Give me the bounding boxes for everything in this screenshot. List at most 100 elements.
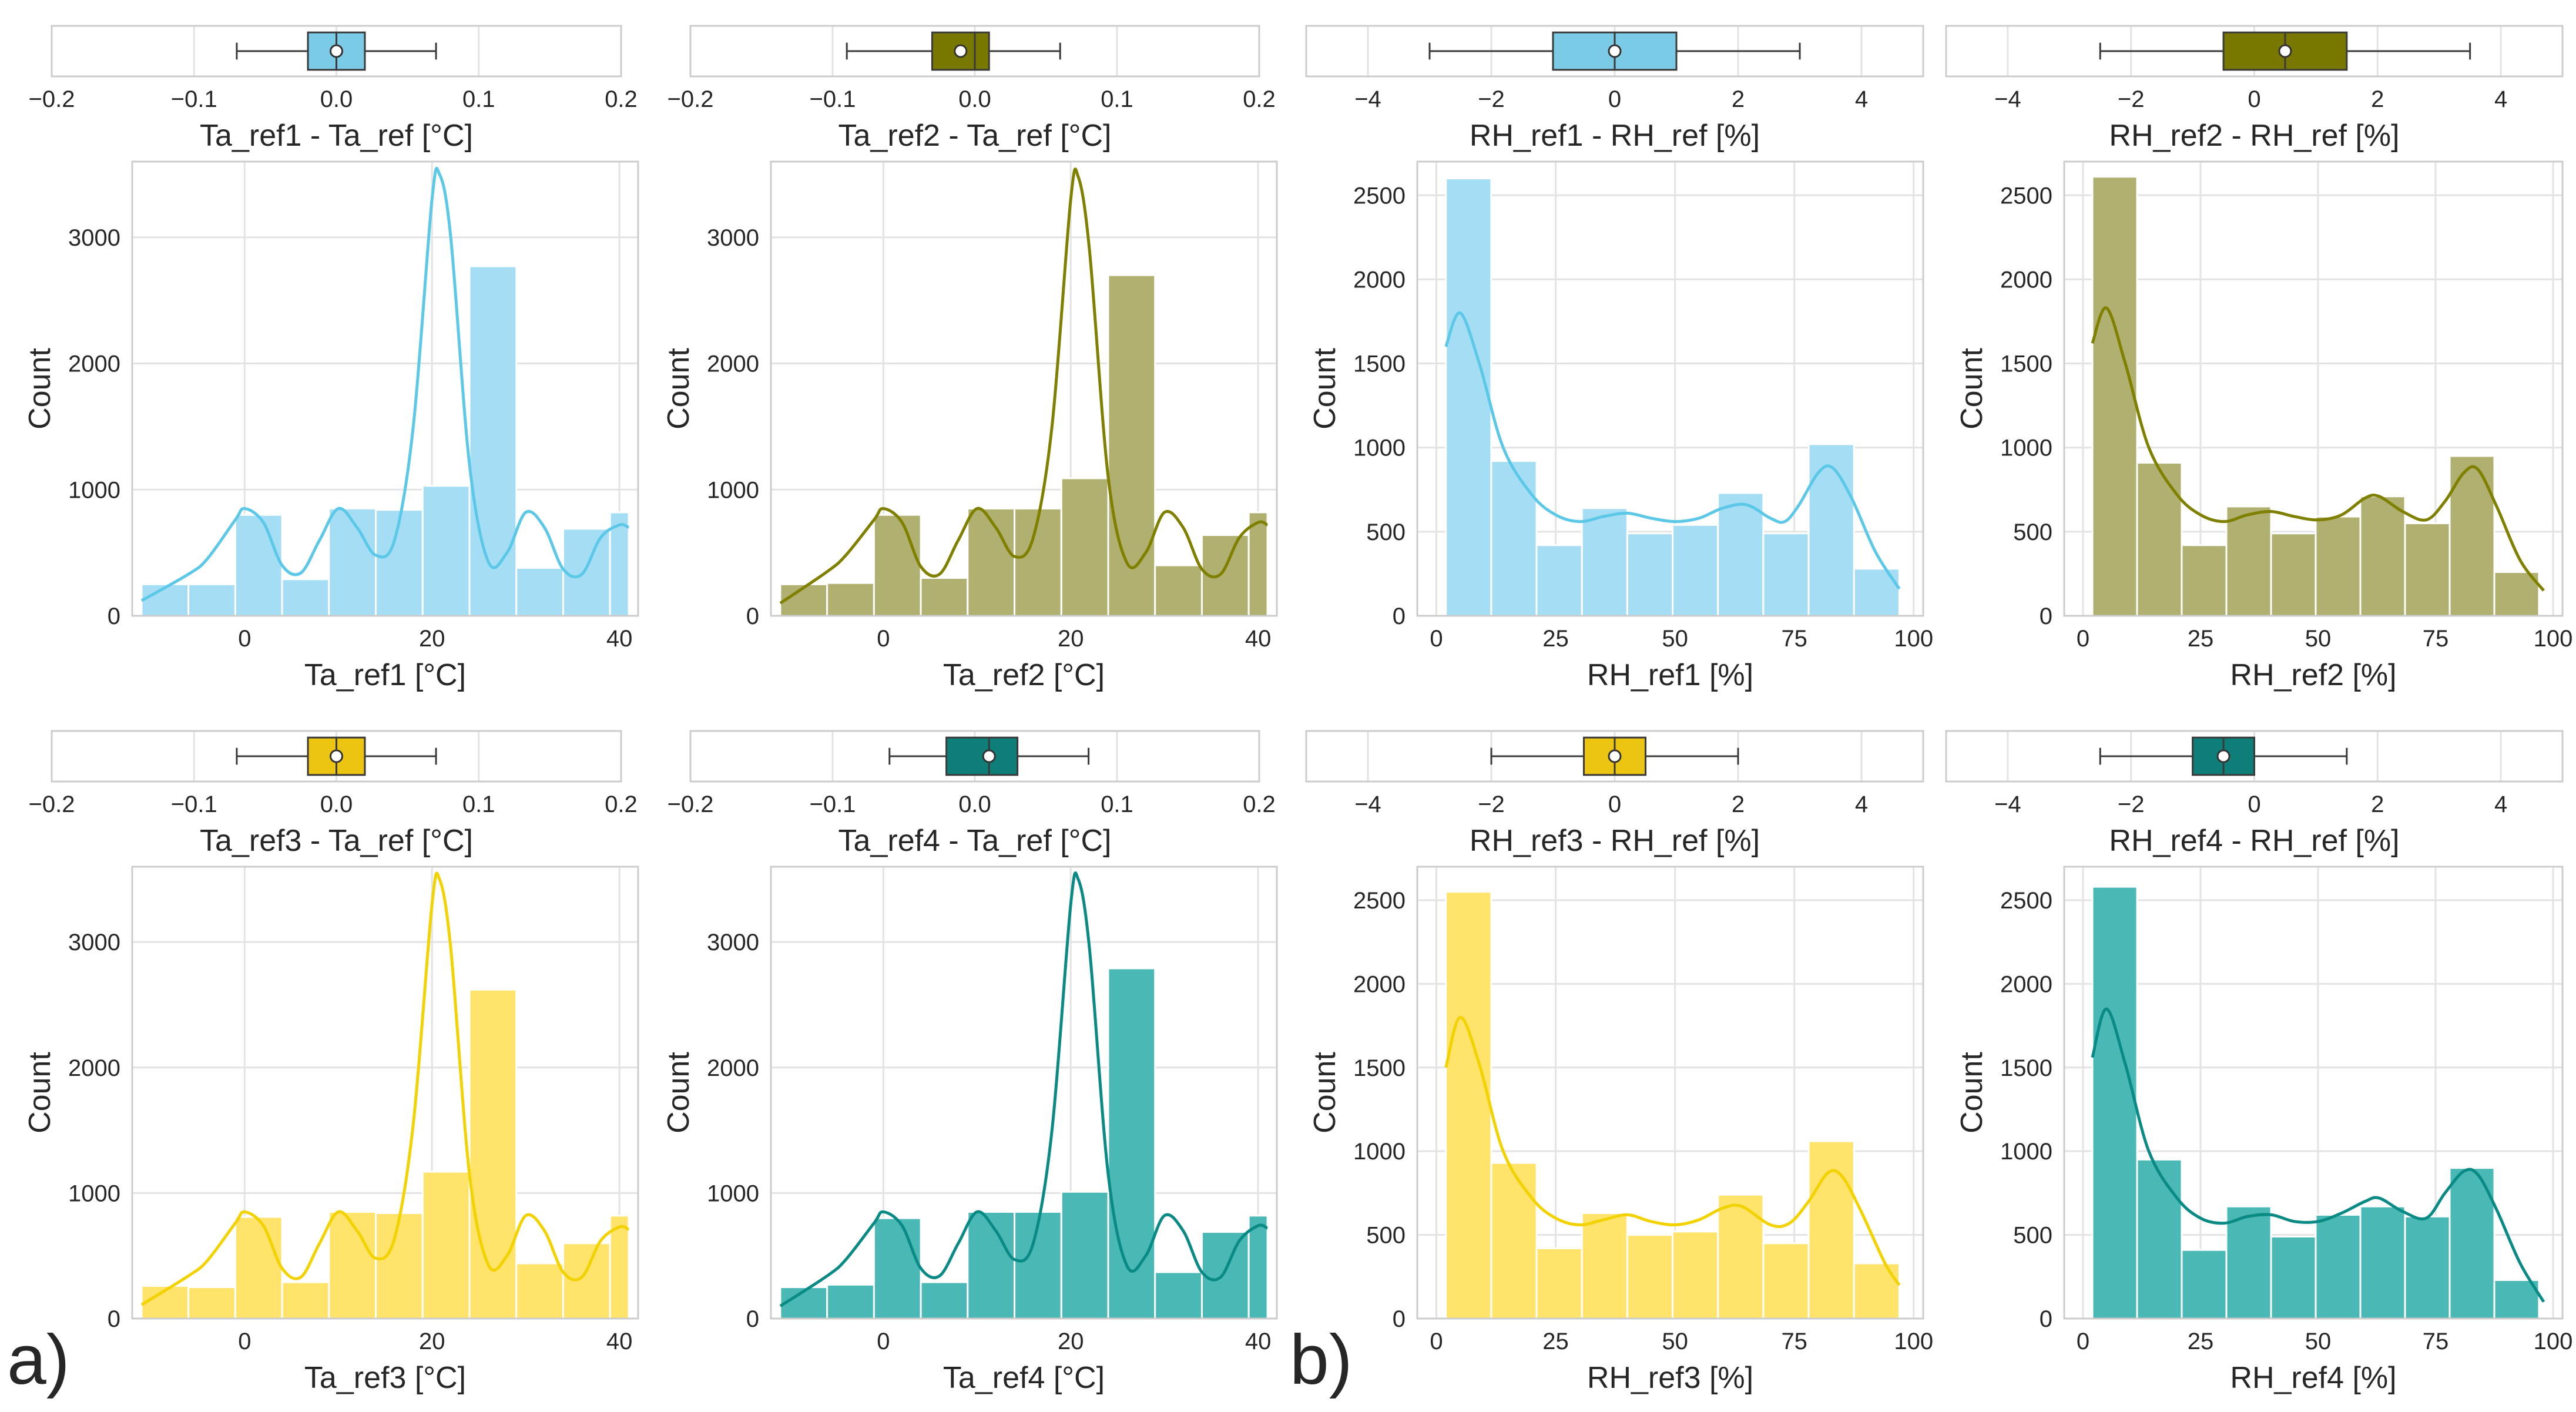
histogram-bar xyxy=(375,1212,424,1320)
x-tick-label: 50 xyxy=(1662,1329,1688,1354)
histogram-bar xyxy=(2270,1235,2317,1320)
mean-marker xyxy=(1608,44,1622,58)
mean-marker xyxy=(2216,749,2230,763)
histogram-bar xyxy=(1807,443,1855,617)
x-tick-label: 100 xyxy=(2534,626,2573,652)
kde-curve xyxy=(779,871,1269,1307)
mean-marker xyxy=(954,44,968,58)
y-axis-label: Count xyxy=(662,1052,696,1133)
x-tick-label: −4 xyxy=(1994,791,2021,817)
x-tick-label: 0.1 xyxy=(462,86,495,112)
x-tick-label: 0.1 xyxy=(1101,791,1133,817)
axes-frame xyxy=(51,730,622,783)
histogram-bar xyxy=(187,1286,236,1320)
y-tick-label: 500 xyxy=(1366,1223,1406,1249)
x-axis-label: Ta_ref1 [°C] xyxy=(304,658,466,692)
mean-marker xyxy=(330,749,343,763)
y-tick-label: 2000 xyxy=(2000,971,2052,997)
x-tick-label: 0 xyxy=(2077,1329,2089,1354)
x-tick-label: 0.2 xyxy=(1243,791,1276,817)
x-tick-label: 20 xyxy=(419,626,445,652)
y-axis-label: Count xyxy=(1955,348,1989,430)
kde-curve xyxy=(140,166,630,602)
histogram-bar xyxy=(1060,1190,1109,1320)
box-rh-ref3: −4 −2 0 2 4 RH_ref3 - RH_ref [%] xyxy=(1305,730,1924,858)
histogram-bar xyxy=(1535,544,1583,617)
kde-curve xyxy=(2091,1007,2545,1303)
x-tick-label: 2 xyxy=(1732,791,1745,817)
box-ta-ref2: −0.2 −0.1 0.0 0.1 0.2 Ta_ref2 - Ta_ref [°C] xyxy=(668,25,1276,153)
histogram-bar xyxy=(826,582,875,617)
histogram-bar xyxy=(562,1242,611,1320)
axes-frame xyxy=(1945,730,2564,783)
histogram-bar xyxy=(328,1210,377,1320)
x-tick-label: 40 xyxy=(606,626,633,652)
x-tick-label: 0.1 xyxy=(462,791,495,817)
y-tick-label: 2500 xyxy=(1353,888,1406,914)
x-axis-label: RH_ref4 - RH_ref [%] xyxy=(2109,824,2399,858)
y-axis-label: Count xyxy=(23,348,57,430)
mean-marker xyxy=(2278,44,2292,58)
histogram-bar xyxy=(1626,532,1674,617)
axes-frame xyxy=(770,866,1278,1320)
x-tick-label: 0 xyxy=(238,626,251,652)
x-axis-label: RH_ref2 [%] xyxy=(2230,658,2396,692)
box-ta-ref3: −0.2 −0.1 0.0 0.1 0.2 Ta_ref3 - Ta_ref [°C] xyxy=(29,730,638,858)
histogram-bar xyxy=(1717,492,1765,617)
x-tick-label: 50 xyxy=(1662,626,1688,652)
histogram-bar xyxy=(2136,461,2183,617)
x-tick-label: 20 xyxy=(1058,1329,1084,1354)
x-tick-label: 100 xyxy=(1894,1329,1933,1354)
x-tick-label: 2 xyxy=(2371,86,2384,112)
histogram-bar xyxy=(1247,1215,1269,1320)
histogram-bar xyxy=(2181,544,2228,617)
histogram-bar xyxy=(1853,1262,1900,1320)
y-tick-label: 3000 xyxy=(707,225,759,251)
x-axis-label: Ta_ref4 [°C] xyxy=(943,1361,1105,1395)
y-tick-label: 0 xyxy=(746,1306,759,1332)
histogram-bar xyxy=(2315,515,2362,617)
x-tick-label: −0.1 xyxy=(171,791,217,817)
histogram-bar xyxy=(1535,1247,1583,1320)
x-tick-label: 75 xyxy=(2423,1329,2449,1354)
y-tick-label: 0 xyxy=(2040,1306,2052,1332)
histogram-bar xyxy=(1107,274,1156,617)
x-tick-label: −0.2 xyxy=(29,791,75,817)
histogram-bar xyxy=(234,514,283,617)
y-axis-label: Count xyxy=(1308,1052,1342,1133)
hist-ta-ref3: 0 20 40 0 1000 2000 3000 Ta_ref3 [°C] Count xyxy=(23,866,639,1395)
histogram-bar xyxy=(2091,886,2138,1320)
x-tick-label: −2 xyxy=(2118,791,2145,817)
x-tick-label: 0 xyxy=(1608,86,1621,112)
y-tick-label: 1500 xyxy=(2000,1055,2052,1081)
x-tick-label: 75 xyxy=(1781,626,1807,652)
y-tick-label: 3000 xyxy=(68,930,120,955)
histogram-bar xyxy=(234,1216,283,1320)
axes-frame xyxy=(2063,866,2564,1320)
x-tick-label: 100 xyxy=(1894,626,1933,652)
histogram-bar xyxy=(873,514,922,617)
x-tick-label: 0.0 xyxy=(320,791,353,817)
x-tick-label: 4 xyxy=(2494,86,2507,112)
x-tick-label: 75 xyxy=(1781,1329,1807,1354)
axes-frame xyxy=(689,730,1260,783)
y-tick-label: 2000 xyxy=(68,1055,120,1081)
histogram-bar xyxy=(468,265,518,617)
y-tick-label: 0 xyxy=(1393,1306,1406,1332)
x-tick-label: 0 xyxy=(877,1329,890,1354)
y-tick-label: 1000 xyxy=(68,1180,120,1206)
histogram-bar xyxy=(920,577,969,617)
x-tick-label: 4 xyxy=(1855,791,1868,817)
histogram-bar xyxy=(1200,1231,1250,1320)
x-tick-label: −0.1 xyxy=(810,86,856,112)
x-tick-label: 50 xyxy=(2305,1329,2332,1354)
x-tick-label: 2 xyxy=(1732,86,1745,112)
histogram-bar xyxy=(1060,477,1109,617)
x-axis-label: RH_ref1 [%] xyxy=(1587,658,1753,692)
histogram-bar xyxy=(1490,460,1538,617)
box-ta-ref1: −0.2 −0.1 0.0 0.1 0.2 Ta_ref1 - Ta_ref [°C] xyxy=(29,25,638,153)
x-tick-label: 0 xyxy=(1430,1329,1443,1354)
histogram-bar xyxy=(140,583,190,617)
y-axis-label: Count xyxy=(662,348,696,430)
